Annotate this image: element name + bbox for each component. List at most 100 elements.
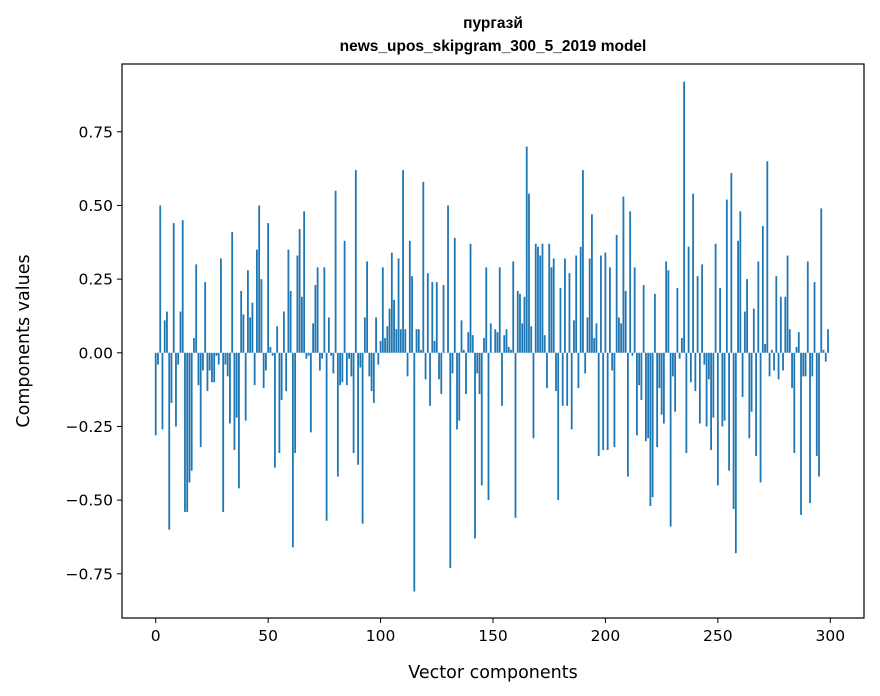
bar	[627, 352, 629, 477]
bar	[685, 352, 688, 453]
bar	[426, 273, 429, 353]
bar	[647, 352, 650, 439]
bar	[692, 193, 695, 353]
bar	[507, 346, 510, 353]
bar	[622, 196, 625, 353]
bar	[591, 214, 593, 353]
bar	[496, 332, 499, 353]
bar	[714, 243, 717, 353]
bar	[593, 338, 596, 353]
bar	[716, 352, 719, 486]
bar	[251, 302, 254, 353]
bar	[667, 270, 670, 353]
bar	[519, 293, 521, 353]
bar	[438, 352, 440, 380]
bar	[332, 352, 335, 374]
bar	[341, 352, 344, 383]
bar	[226, 352, 229, 377]
bar	[658, 352, 661, 389]
bar	[190, 352, 193, 471]
x-tick-label: 100	[366, 627, 396, 645]
bar	[674, 352, 677, 412]
bar	[413, 352, 416, 592]
bar	[818, 352, 820, 477]
bar	[393, 299, 395, 353]
bar	[195, 264, 198, 353]
bar	[442, 285, 445, 353]
bar	[181, 220, 184, 353]
bar	[546, 352, 548, 389]
bar	[359, 352, 362, 368]
bar	[478, 352, 481, 395]
bar	[701, 264, 704, 353]
bar	[330, 352, 333, 356]
bar	[696, 276, 699, 353]
bar	[451, 352, 454, 374]
bar	[534, 243, 537, 353]
bar	[766, 161, 769, 353]
bar	[516, 290, 519, 353]
bar	[566, 352, 569, 406]
bar	[350, 352, 353, 377]
bar	[368, 352, 371, 377]
bar	[211, 352, 213, 383]
bar	[570, 352, 573, 430]
bar	[779, 296, 782, 353]
x-axis-label: Vector components	[408, 663, 577, 683]
bar	[161, 352, 164, 430]
bar	[375, 317, 377, 353]
x-axis-ticks: 0 50 100 150 200 250 300	[151, 618, 845, 645]
bar	[287, 249, 290, 353]
bar	[741, 352, 744, 397]
bar	[449, 352, 452, 568]
bar	[764, 343, 766, 353]
bar	[305, 352, 308, 359]
bar	[163, 320, 166, 353]
bar	[737, 240, 739, 353]
bar	[602, 352, 605, 451]
y-tick-label: −0.50	[66, 492, 114, 510]
bar	[588, 258, 591, 353]
plot-frame	[121, 63, 865, 619]
bar	[788, 329, 791, 353]
bar	[399, 329, 402, 353]
bar	[220, 258, 222, 353]
bar	[307, 352, 310, 356]
bar	[557, 352, 560, 501]
bar	[348, 352, 350, 359]
bar	[258, 205, 261, 353]
bar	[325, 352, 328, 521]
bar	[721, 352, 724, 427]
bar	[345, 352, 348, 386]
bar	[822, 349, 825, 353]
bar	[386, 326, 389, 353]
bar	[429, 352, 431, 406]
bar	[312, 323, 315, 353]
bar	[555, 352, 557, 392]
bar	[543, 335, 546, 353]
bar	[440, 352, 443, 395]
bar	[734, 352, 737, 554]
bar	[276, 326, 279, 353]
bar	[505, 329, 508, 353]
bar	[595, 323, 598, 353]
bar	[159, 205, 162, 353]
bar	[431, 282, 434, 353]
bar	[354, 170, 357, 353]
bar	[467, 332, 470, 353]
bar	[615, 234, 618, 353]
bar	[732, 352, 735, 509]
bar	[806, 261, 809, 353]
bar	[366, 261, 368, 353]
bar	[775, 276, 778, 353]
bar	[172, 223, 175, 353]
bar	[415, 329, 418, 353]
bar	[631, 352, 634, 356]
bar	[289, 290, 292, 353]
bar	[777, 352, 780, 380]
bar	[559, 287, 562, 353]
bar	[660, 352, 663, 415]
bar	[510, 349, 512, 353]
bar	[784, 296, 787, 353]
bar	[343, 240, 346, 353]
